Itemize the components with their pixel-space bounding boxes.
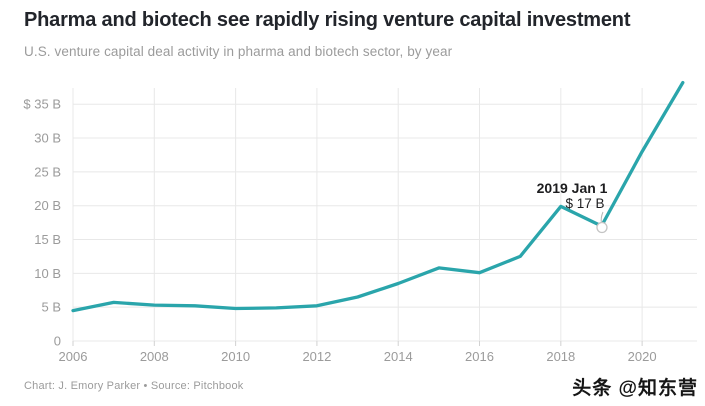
- x-tick-label: 2008: [140, 349, 169, 364]
- x-tick-label: 2014: [384, 349, 413, 364]
- y-tick-label: 25 B: [34, 164, 61, 179]
- annotation-value-label: $ 17 B: [565, 196, 604, 211]
- y-tick-label: 30 B: [34, 131, 61, 146]
- x-tick-label: 2016: [465, 349, 494, 364]
- x-tick-label: 2018: [546, 349, 575, 364]
- y-tick-label: 10 B: [34, 266, 61, 281]
- watermark: 头条 @知东营: [572, 378, 698, 399]
- y-tick-label: 20 B: [34, 198, 61, 213]
- x-tick-label: 2010: [221, 349, 250, 364]
- data-line: [71, 80, 685, 313]
- y-tick-label: 0: [54, 334, 61, 349]
- y-tick-label: 5 B: [41, 300, 61, 315]
- y-tick-label: $ 35 B: [23, 97, 61, 112]
- chart-title: Pharma and biotech see rapidly rising ve…: [24, 9, 631, 31]
- data-point-marker: [596, 221, 608, 234]
- x-tick-label: 2006: [59, 349, 88, 364]
- chart-credit: Chart: J. Emory Parker • Source: Pitchbo…: [24, 380, 244, 392]
- x-tick-label: 2020: [628, 349, 657, 364]
- line-chart-canvas: 0 5 B 10 B 15 B 20 B 25 B 30 B $ 35 B 2006 2008 20…: [23, 80, 697, 364]
- y-tick-label: 15 B: [34, 232, 61, 247]
- x-tick-label: 2012: [302, 349, 331, 364]
- chart-subtitle: U.S. venture capital deal activity in ph…: [24, 44, 453, 59]
- annotation-date-label: 2019 Jan 1: [537, 180, 608, 196]
